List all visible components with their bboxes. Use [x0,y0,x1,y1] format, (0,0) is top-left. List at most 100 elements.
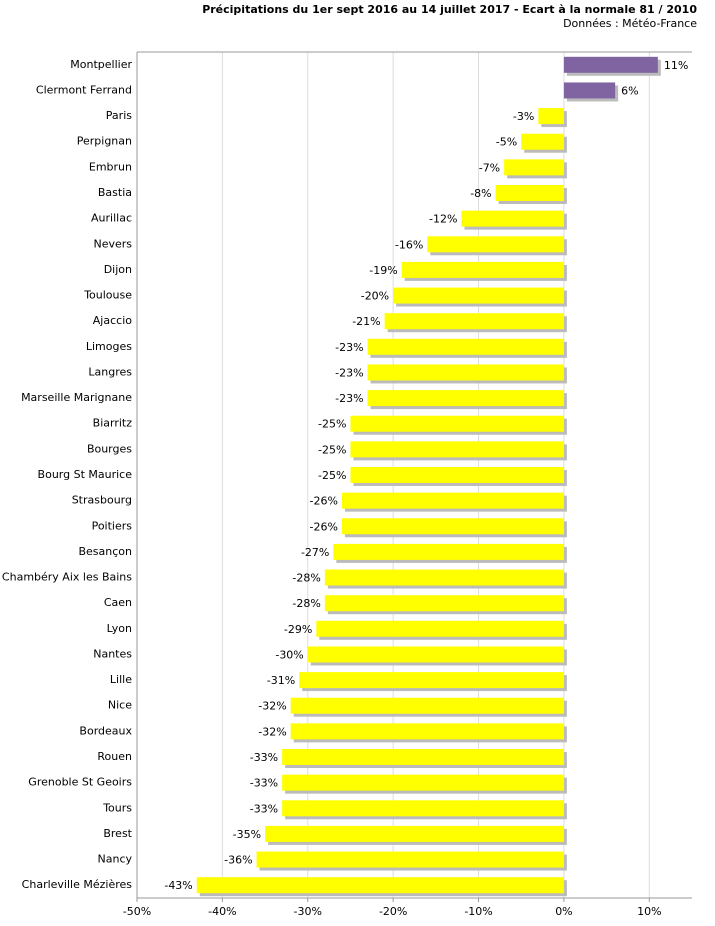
y-tick-label: Biarritz [93,417,133,430]
x-tick-label: -40% [208,905,236,918]
bar [316,620,564,637]
bar [538,108,564,125]
y-tick-label: Ajaccio [93,314,132,327]
y-tick-label: Brest [103,827,132,840]
bar [504,159,564,176]
y-tick-label: Perpignan [77,135,132,148]
value-label: -23% [335,392,363,405]
bar [521,133,564,150]
value-label: -19% [369,264,397,277]
y-tick-label: Bourg St Maurice [38,468,133,481]
y-tick-label: Bordeaux [79,724,132,737]
y-tick-label: Tours [102,801,132,814]
y-tick-label: Rouen [97,750,132,763]
value-label: -7% [479,161,500,174]
y-tick-label: Lyon [107,622,132,635]
bar [427,236,564,253]
y-tick-label: Strasbourg [72,494,132,507]
bar [341,518,564,535]
bar [196,877,564,894]
bar [367,338,564,355]
bar [350,415,564,432]
value-label: -8% [470,187,491,200]
value-label: -31% [267,674,295,687]
y-tick-label: Aurillac [91,212,132,225]
x-tick-label: 0% [555,905,572,918]
y-tick-label: Lille [110,673,132,686]
value-label: -23% [335,341,363,354]
value-label: -16% [395,238,423,251]
y-tick-label: Poitiers [92,519,133,532]
bar [563,56,658,73]
y-tick-label: Nancy [98,853,133,866]
value-label: -25% [318,443,346,456]
y-tick-label: Bastia [98,186,132,199]
bar [341,492,564,509]
bar [461,210,564,227]
value-label: -43% [164,879,192,892]
value-label: -32% [258,700,286,713]
value-label: 6% [621,84,638,97]
y-tick-label: Caen [104,596,132,609]
value-label: -25% [318,469,346,482]
value-label: -27% [301,546,329,559]
value-label: -28% [292,572,320,585]
value-label: -26% [310,520,338,533]
bar [350,441,564,458]
value-label: -23% [335,366,363,379]
bar [282,749,564,765]
y-tick-label: Nantes [93,647,132,660]
y-tick-label: Montpellier [70,58,132,71]
bar [282,774,564,791]
bar [324,569,564,586]
bar [367,364,564,381]
value-label: -30% [275,648,303,661]
chart-title: Précipitations du 1er sept 2016 au 14 ju… [202,3,697,16]
value-label: -32% [258,725,286,738]
y-tick-label: Besançon [78,545,132,558]
bar [333,543,564,560]
y-tick-label: Dijon [104,263,132,276]
value-label: 11% [664,59,688,72]
bar [350,467,564,483]
value-label: -26% [310,495,338,508]
x-tick-label: -50% [123,905,151,918]
bar [307,646,564,663]
value-label: -33% [250,751,278,764]
bar [299,672,564,689]
bar [282,800,564,817]
value-label: -28% [292,597,320,610]
bar [495,185,564,201]
bar [401,261,564,278]
value-label: -20% [361,290,389,303]
bar [563,82,616,99]
bar [290,723,564,740]
y-tick-label: Toulouse [83,289,132,302]
y-tick-label: Paris [106,109,132,122]
y-tick-label: Nice [108,699,132,712]
chart-subtitle: Données : Météo-France [563,17,697,30]
y-tick-label: Limoges [86,340,132,353]
value-label: -25% [318,418,346,431]
y-tick-label: Nevers [93,237,132,250]
value-label: -33% [250,802,278,815]
value-label: -5% [496,136,517,149]
y-tick-label: Grenoble St Geoirs [28,776,132,789]
bar [367,390,564,407]
value-label: -3% [513,110,534,123]
y-tick-label: Marseille Marignane [21,391,132,404]
value-label: -12% [429,213,457,226]
y-tick-label: Bourges [87,442,132,455]
y-tick-label: Clermont Ferrand [36,83,132,96]
value-label: -29% [284,623,312,636]
bar [265,825,564,842]
value-label: -33% [250,777,278,790]
value-label: -35% [233,828,261,841]
x-tick-label: -30% [294,905,322,918]
bar [324,595,564,612]
bar [384,313,564,330]
value-label: -36% [224,854,252,867]
value-label: -21% [352,315,380,328]
y-tick-label: Langres [88,365,132,378]
